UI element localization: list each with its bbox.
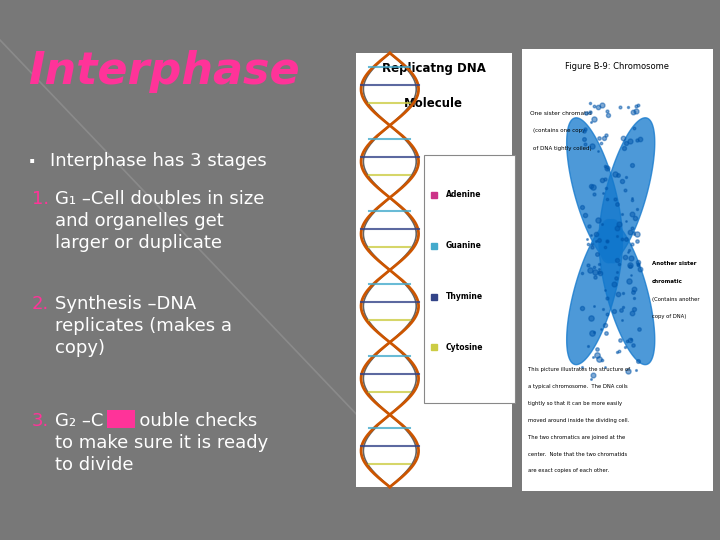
Text: 3.: 3. xyxy=(32,412,49,430)
Text: replicates (makes a: replicates (makes a xyxy=(55,317,232,335)
Text: are exact copies of each other.: are exact copies of each other. xyxy=(528,468,609,474)
Text: This picture illustrates the structure of: This picture illustrates the structure o… xyxy=(528,367,630,373)
Text: One sister chromatid: One sister chromatid xyxy=(530,111,591,116)
Text: ·: · xyxy=(28,152,37,172)
Text: Interphase has 3 stages: Interphase has 3 stages xyxy=(50,152,266,170)
Text: (contains one copy: (contains one copy xyxy=(534,129,586,133)
Polygon shape xyxy=(567,118,622,263)
Polygon shape xyxy=(567,220,622,364)
FancyBboxPatch shape xyxy=(423,155,515,403)
Text: larger or duplicate: larger or duplicate xyxy=(55,234,222,252)
Text: moved around inside the dividing cell.: moved around inside the dividing cell. xyxy=(528,418,629,423)
Text: chromatic: chromatic xyxy=(652,279,683,284)
Text: Figure B-9: Chromosome: Figure B-9: Chromosome xyxy=(565,62,670,71)
FancyBboxPatch shape xyxy=(522,49,713,491)
Text: Replicatng DNA: Replicatng DNA xyxy=(382,62,486,75)
Text: Molecule: Molecule xyxy=(405,97,463,110)
Text: to make sure it is ready: to make sure it is ready xyxy=(55,434,269,452)
Text: Synthesis –DNA: Synthesis –DNA xyxy=(55,295,197,313)
Text: 2.: 2. xyxy=(32,295,49,313)
Polygon shape xyxy=(599,220,654,364)
Text: a typical chromosome.  The DNA coils: a typical chromosome. The DNA coils xyxy=(528,384,627,389)
Text: and organelles get: and organelles get xyxy=(55,212,224,230)
Text: Cytosine: Cytosine xyxy=(446,343,483,352)
Text: Interphase: Interphase xyxy=(28,50,300,93)
Bar xyxy=(107,410,135,428)
Text: copy of DNA): copy of DNA) xyxy=(652,314,686,319)
Text: The two chromatics are joined at the: The two chromatics are joined at the xyxy=(528,435,625,440)
Text: Adenine: Adenine xyxy=(446,190,481,199)
FancyBboxPatch shape xyxy=(356,53,512,487)
Text: Another sister: Another sister xyxy=(652,261,696,266)
Text: G₂ –C  ouble checks: G₂ –C ouble checks xyxy=(55,412,257,430)
Polygon shape xyxy=(599,118,654,263)
Text: center.  Note that the two chromatids: center. Note that the two chromatids xyxy=(528,451,627,456)
Text: tightly so that it can be more easily: tightly so that it can be more easily xyxy=(528,401,622,406)
Text: to divide: to divide xyxy=(55,456,133,474)
Text: copy): copy) xyxy=(55,339,105,357)
Text: 1.: 1. xyxy=(32,190,49,208)
Text: Guanine: Guanine xyxy=(446,241,482,250)
Text: G₁ –Cell doubles in size: G₁ –Cell doubles in size xyxy=(55,190,264,208)
Text: (Contains another: (Contains another xyxy=(652,296,699,301)
Text: of DNA tightly coiled): of DNA tightly coiled) xyxy=(534,146,592,151)
Text: Thymine: Thymine xyxy=(446,292,483,301)
